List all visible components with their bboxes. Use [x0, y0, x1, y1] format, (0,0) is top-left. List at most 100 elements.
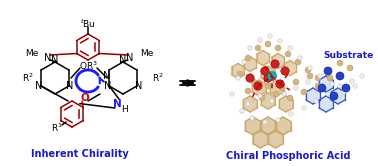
Circle shape	[315, 75, 321, 81]
Circle shape	[293, 79, 299, 85]
Circle shape	[305, 67, 311, 73]
Text: R$^{1}$: R$^{1}$	[51, 122, 63, 134]
Circle shape	[281, 67, 289, 75]
Text: O: O	[81, 93, 89, 103]
Circle shape	[338, 84, 342, 88]
Circle shape	[318, 74, 322, 78]
Circle shape	[350, 79, 354, 83]
Circle shape	[268, 34, 272, 38]
Circle shape	[276, 80, 284, 88]
Circle shape	[289, 112, 293, 116]
Circle shape	[258, 94, 262, 98]
Polygon shape	[252, 80, 266, 96]
Circle shape	[246, 102, 250, 106]
Text: N: N	[36, 81, 43, 91]
Circle shape	[245, 88, 251, 94]
Text: N: N	[126, 53, 134, 63]
Polygon shape	[261, 66, 275, 82]
Circle shape	[294, 86, 298, 90]
Circle shape	[330, 92, 338, 100]
Text: Me: Me	[25, 48, 38, 57]
Circle shape	[318, 84, 326, 92]
Circle shape	[326, 92, 330, 96]
Circle shape	[237, 71, 243, 77]
Circle shape	[258, 38, 262, 42]
Circle shape	[325, 67, 331, 73]
Circle shape	[342, 84, 350, 92]
Text: H: H	[121, 105, 127, 114]
Circle shape	[261, 67, 269, 75]
Circle shape	[330, 82, 334, 86]
Polygon shape	[243, 56, 257, 72]
Circle shape	[347, 65, 353, 71]
Circle shape	[248, 46, 252, 50]
Text: N: N	[104, 81, 112, 91]
Polygon shape	[319, 96, 333, 112]
Text: $^{t}$Bu: $^{t}$Bu	[80, 18, 96, 30]
Circle shape	[265, 41, 271, 47]
Circle shape	[240, 109, 244, 113]
Text: Substrate: Substrate	[323, 51, 373, 60]
Circle shape	[259, 95, 265, 101]
Circle shape	[276, 118, 280, 122]
Circle shape	[263, 120, 267, 124]
Circle shape	[236, 76, 240, 80]
Polygon shape	[270, 80, 284, 96]
Text: N: N	[44, 53, 52, 63]
Circle shape	[302, 106, 306, 110]
Polygon shape	[245, 117, 261, 135]
Circle shape	[245, 55, 251, 61]
Circle shape	[360, 74, 364, 78]
Text: N: N	[103, 71, 111, 81]
Circle shape	[246, 74, 254, 82]
Circle shape	[275, 45, 281, 51]
Polygon shape	[331, 88, 345, 104]
Text: R$^{2}$: R$^{2}$	[152, 72, 164, 84]
Circle shape	[250, 116, 254, 120]
Text: R$^{2}$: R$^{2}$	[22, 72, 34, 84]
Text: Inherent Chirality: Inherent Chirality	[31, 149, 129, 159]
Polygon shape	[253, 130, 268, 148]
Circle shape	[307, 73, 313, 79]
Circle shape	[265, 83, 271, 89]
Text: N: N	[135, 81, 143, 91]
Polygon shape	[271, 53, 285, 69]
Text: Me: Me	[140, 48, 153, 57]
Polygon shape	[260, 117, 276, 135]
Text: N: N	[66, 81, 74, 91]
Polygon shape	[319, 76, 333, 92]
Polygon shape	[268, 130, 283, 148]
Circle shape	[308, 66, 312, 70]
Circle shape	[342, 90, 346, 94]
Polygon shape	[275, 117, 291, 135]
Circle shape	[268, 72, 276, 81]
Circle shape	[264, 74, 272, 82]
Polygon shape	[231, 64, 245, 79]
Circle shape	[336, 72, 344, 80]
Circle shape	[242, 60, 246, 64]
Circle shape	[306, 80, 310, 84]
Circle shape	[324, 67, 332, 75]
Circle shape	[287, 95, 293, 101]
Circle shape	[278, 39, 282, 43]
Polygon shape	[243, 96, 257, 112]
Text: N: N	[113, 99, 121, 109]
Circle shape	[255, 45, 261, 51]
Polygon shape	[279, 96, 293, 112]
Circle shape	[270, 99, 274, 103]
Circle shape	[254, 82, 262, 90]
Polygon shape	[257, 50, 270, 66]
Circle shape	[298, 56, 302, 60]
Circle shape	[315, 83, 321, 89]
Circle shape	[271, 60, 279, 68]
Circle shape	[230, 92, 234, 96]
Text: OR$^{3}$: OR$^{3}$	[79, 60, 98, 72]
Polygon shape	[261, 93, 275, 109]
Circle shape	[337, 60, 343, 66]
Circle shape	[282, 92, 286, 96]
Circle shape	[279, 85, 285, 91]
Polygon shape	[306, 88, 320, 104]
Text: Chiral Phosphoric Acid: Chiral Phosphoric Acid	[226, 151, 350, 161]
Text: N: N	[51, 55, 59, 65]
Circle shape	[301, 89, 307, 95]
